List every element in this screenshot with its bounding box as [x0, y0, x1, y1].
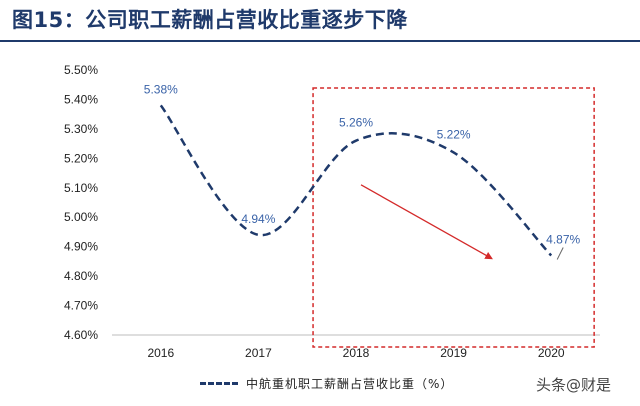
y-tick-label: 5.10%: [64, 181, 98, 195]
x-tick-label: 2019: [440, 346, 467, 360]
title-underline: [0, 40, 640, 42]
y-tick-label: 5.40%: [64, 92, 98, 106]
data-label: 4.87%: [546, 233, 580, 247]
data-labels: 5.38% 4.94% 5.26% 5.22% 4.87%: [144, 82, 581, 246]
data-label: 5.38%: [144, 82, 178, 96]
data-label: 5.26%: [339, 116, 373, 130]
y-tick-label: 4.60%: [64, 328, 98, 342]
data-label-leader: [556, 247, 564, 260]
x-tick-label: 2017: [245, 346, 272, 360]
y-tick-label: 5.00%: [64, 210, 98, 224]
y-tick-label: 5.30%: [64, 122, 98, 136]
y-tick-label: 5.50%: [64, 63, 98, 77]
legend-label: 中航重机职工薪酬占营收比重（%）: [246, 376, 454, 391]
x-tick-label: 2020: [538, 346, 565, 360]
y-axis: 4.60% 4.70% 4.80% 4.90% 5.00% 5.10% 5.20% 5.30%…: [64, 63, 98, 342]
data-label: 5.22%: [437, 127, 471, 141]
series-line: [159, 104, 553, 257]
watermark: 头条@财是: [536, 376, 612, 394]
y-tick-label: 5.20%: [64, 151, 98, 165]
trend-arrow: [360, 184, 493, 260]
x-axis: 2016 2017 2018 2019 2020: [147, 346, 564, 360]
legend: 中航重机职工薪酬占营收比重（%）: [200, 373, 453, 393]
y-tick-label: 4.90%: [64, 240, 98, 254]
y-tick-label: 4.80%: [64, 269, 98, 283]
chart-title: 图15：公司职工薪酬占营收比重逐步下降: [12, 8, 408, 32]
y-tick-label: 4.70%: [64, 299, 98, 313]
highlight-box: [312, 87, 595, 348]
legend-swatch: [200, 381, 238, 385]
x-tick-label: 2016: [147, 346, 174, 360]
x-tick-label: 2018: [343, 346, 370, 360]
data-label: 4.94%: [241, 212, 275, 226]
